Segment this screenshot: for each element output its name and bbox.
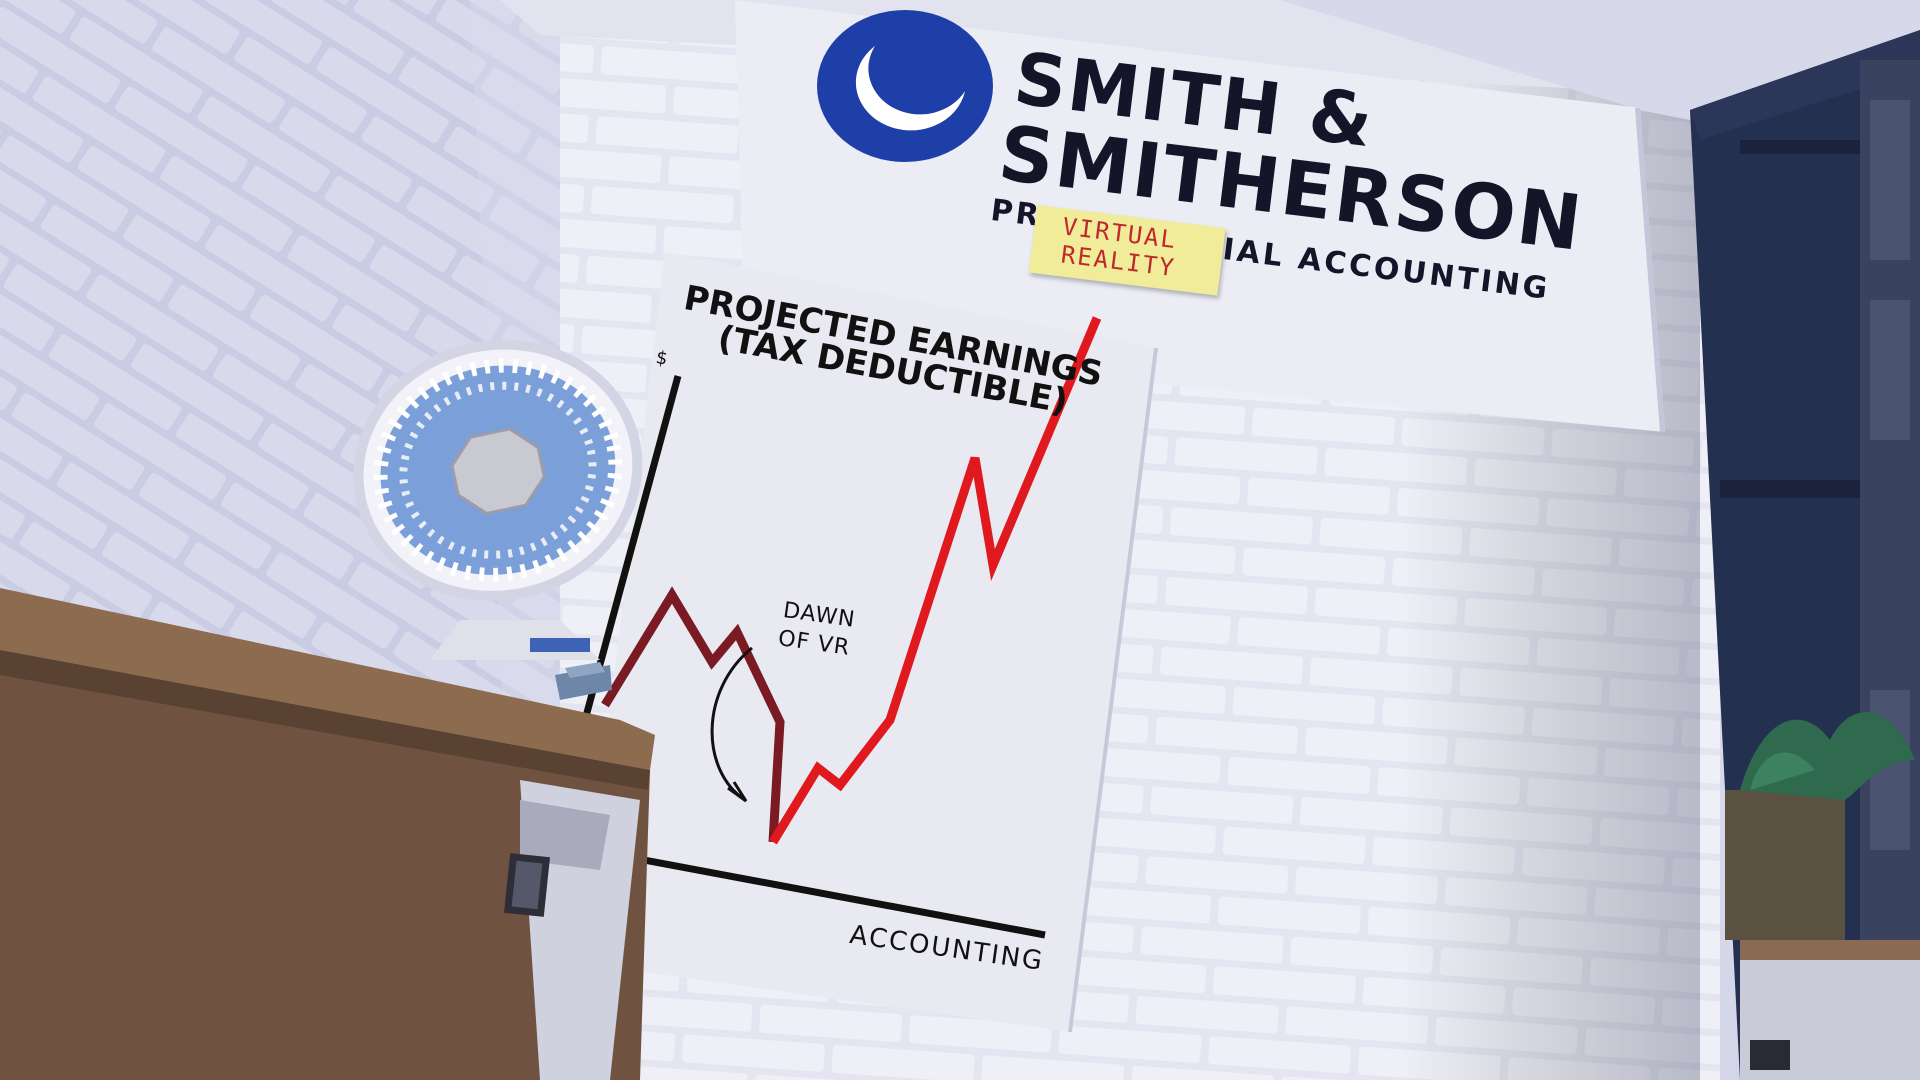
trend-line-rise bbox=[769, 316, 1102, 845]
chart-x-axis bbox=[616, 851, 1046, 939]
trend-line-decline bbox=[601, 586, 785, 843]
annotation-arrow bbox=[710, 646, 753, 802]
desk-fan[interactable] bbox=[340, 320, 660, 690]
chart-y-axis bbox=[581, 375, 682, 721]
stapler[interactable] bbox=[555, 662, 612, 700]
company-logo-icon bbox=[817, 10, 993, 162]
